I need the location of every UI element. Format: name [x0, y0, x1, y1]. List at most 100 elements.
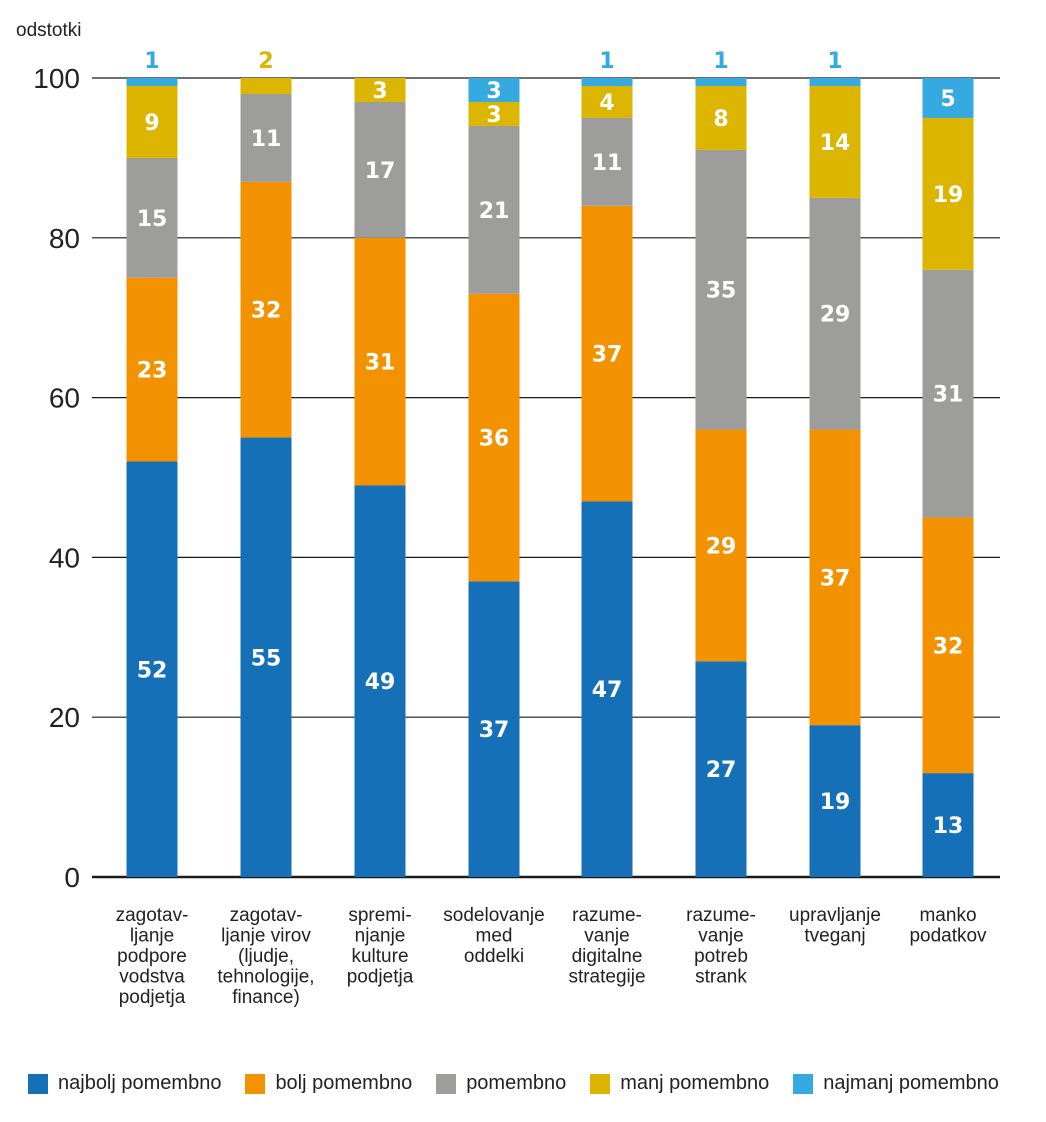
x-category-label-line: njanje	[355, 926, 406, 947]
bar-segment	[126, 277, 178, 462]
bar-segment	[126, 461, 178, 877]
x-category-label: razume-vanje digitalne strategije	[568, 905, 645, 988]
legend-swatch	[245, 1073, 266, 1094]
bar-value-label: 29	[820, 303, 851, 328]
x-category-label-line: kulture	[351, 946, 408, 967]
bar-segment	[922, 269, 974, 518]
x-category-label-line: podjetja	[119, 987, 186, 1008]
legend-label: najmanj pomembno	[823, 1072, 999, 1094]
x-category-label-line: digitalne	[572, 946, 643, 967]
x-category-label-line: tehnologije,	[217, 967, 314, 988]
bar-value-label: 37	[592, 343, 623, 368]
bar-value-label: 3	[486, 103, 501, 128]
legend-label: pomembno	[466, 1072, 567, 1094]
bar-segment	[581, 78, 633, 86]
bar-segment	[695, 149, 747, 430]
legend-swatch	[436, 1073, 457, 1094]
bar-segment	[581, 501, 633, 877]
bar-value-label: 19	[820, 790, 851, 815]
x-category-label-line: med	[476, 926, 513, 947]
bar-segment	[922, 773, 974, 877]
x-category-label-line: tveganj	[804, 926, 865, 947]
x-category-label-line: sodelovanje	[443, 905, 544, 926]
bar-segment	[809, 197, 861, 430]
bar-segment	[581, 85, 633, 118]
bar-segment	[354, 101, 406, 238]
x-category-label-line: razume-	[572, 905, 642, 926]
bar-value-label: 35	[706, 279, 737, 304]
bar-value-label: 55	[251, 646, 282, 671]
x-category-label-line: spremi-	[348, 905, 411, 926]
x-category-label: zagotav-ljanje virov (ljudje, tehnologije,…	[217, 905, 314, 1008]
bar-value-label: 21	[479, 199, 510, 224]
x-category-label-line: razume-	[686, 905, 756, 926]
legend-swatch	[28, 1073, 48, 1094]
legend-label: bolj pomembno	[275, 1072, 413, 1094]
bar-value-label: 11	[592, 151, 623, 176]
bar-value-label: 52	[137, 658, 168, 683]
bar-value-label: 5	[940, 87, 955, 112]
stacked-bar-chart: 0204060801005223159155321124931173373621…	[33, 49, 1000, 1008]
bar-segment	[695, 661, 747, 877]
bar-value-label: 49	[365, 670, 396, 695]
bar-segment	[468, 581, 520, 877]
bar-segment	[240, 78, 292, 94]
bar-value-label: 14	[820, 131, 851, 156]
bar-value-label: 13	[933, 814, 964, 839]
x-category-label: manko podatkov	[909, 905, 987, 947]
bar-value-label: 2	[258, 49, 273, 74]
x-category-label-line: manko	[919, 905, 976, 926]
x-category-label-line: podjetja	[347, 967, 414, 988]
legend-swatch	[793, 1073, 814, 1094]
bar-value-label: 31	[365, 351, 396, 376]
bar-segment	[468, 101, 520, 126]
bar-segment	[809, 725, 861, 877]
x-category-label-line: ljanje virov	[221, 926, 311, 947]
x-category-label-line: strategije	[568, 967, 645, 988]
x-category-label: spremi-njanje kulture podjetja	[347, 905, 414, 988]
bar-segment	[354, 78, 406, 102]
bar-segment	[922, 117, 974, 270]
y-tick-label: 60	[49, 383, 80, 414]
bar-value-label: 4	[599, 91, 614, 116]
bar-value-label: 17	[365, 159, 396, 184]
bar-segment	[922, 517, 974, 774]
x-category-label-line: podpore	[117, 946, 187, 967]
bar-segment	[695, 85, 747, 150]
bar-segment	[809, 78, 861, 86]
x-category-label-line: oddelki	[464, 946, 524, 967]
bar-segment	[809, 429, 861, 726]
bar-segment	[126, 157, 178, 278]
bar-segment	[695, 429, 747, 662]
bar-value-label: 37	[479, 718, 510, 743]
bar-segment	[695, 78, 747, 86]
y-tick-label: 20	[49, 702, 80, 733]
bar-value-label: 23	[137, 359, 168, 384]
bar-segment	[126, 78, 178, 86]
bar-segment	[581, 205, 633, 502]
bar-value-label: 15	[137, 207, 168, 232]
bar-segment	[809, 85, 861, 198]
legend-item: najmanj pomembno	[793, 1072, 999, 1095]
legend-label: manj pomembno	[620, 1072, 770, 1094]
bar-segment	[354, 485, 406, 877]
x-category-label-line: zagotav-	[116, 905, 189, 926]
bar-value-label: 8	[713, 107, 728, 132]
bar-value-label: 32	[251, 299, 282, 324]
bar-segment	[240, 93, 292, 182]
bar-value-label: 11	[251, 127, 282, 152]
bar-value-label: 19	[933, 183, 964, 208]
x-category-label: zagotav-ljanje podpore vodstva podjetja	[116, 905, 189, 1008]
x-category-label-line: potreb	[694, 946, 748, 967]
bar-value-label: 1	[599, 49, 614, 74]
x-category-label-line: zagotav-	[230, 905, 303, 926]
legend-swatch	[590, 1073, 611, 1094]
y-tick-label: 0	[64, 862, 80, 893]
bar-segment	[468, 78, 520, 102]
legend-item: pomembno	[436, 1072, 566, 1095]
bar-value-label: 1	[713, 49, 728, 74]
bar-value-label: 31	[933, 383, 964, 408]
x-category-label-line: podatkov	[909, 926, 987, 947]
x-category-label-line: vodstva	[119, 967, 185, 988]
bar-value-label: 37	[820, 566, 851, 591]
